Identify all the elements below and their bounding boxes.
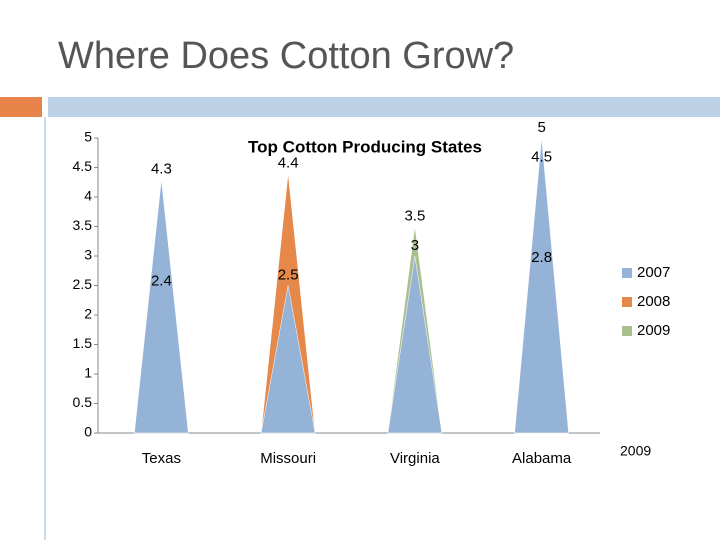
y-tick-label: 1.5 <box>73 335 93 351</box>
y-tick-label: 3.5 <box>73 217 93 233</box>
data-label: 2.4 <box>151 272 172 289</box>
data-label: 4.3 <box>151 160 172 177</box>
data-label: 2.5 <box>278 266 299 283</box>
slide-title: Where Does Cotton Grow? <box>58 35 514 77</box>
data-label: 4.4 <box>278 154 299 171</box>
data-label: 3.5 <box>404 207 425 224</box>
y-tick-label: 4 <box>84 188 92 204</box>
y-tick-label: 2.5 <box>73 276 93 292</box>
data-label: 2.8 <box>531 249 552 266</box>
legend-label: 2009 <box>637 322 670 339</box>
cone <box>260 285 316 434</box>
y-tick-label: 3 <box>84 247 92 263</box>
accent-bar <box>0 97 42 117</box>
cone <box>134 179 189 434</box>
chart-title: Top Cotton Producing States <box>248 137 482 156</box>
cone <box>387 255 443 434</box>
cone <box>514 137 569 434</box>
accent-bar <box>48 97 720 117</box>
x-tick-label: Missouri <box>260 450 316 467</box>
legend-swatch <box>622 326 632 336</box>
legend-label: 2007 <box>637 264 670 281</box>
legend-swatch <box>622 297 632 307</box>
y-tick-label: 1 <box>84 365 92 381</box>
data-label: 3 <box>411 237 419 254</box>
x-tick-label: Alabama <box>512 450 572 467</box>
y-tick-label: 2 <box>84 306 92 322</box>
x-tick-label: Texas <box>142 450 181 467</box>
legend-label: 2008 <box>637 293 670 310</box>
y-tick-label: 4.5 <box>73 158 93 174</box>
y-tick-label: 5 <box>84 129 92 145</box>
x-axis-title: 2009 <box>620 443 651 459</box>
data-label: 5 <box>537 119 545 136</box>
legend-swatch <box>622 268 632 278</box>
y-tick-label: 0.5 <box>73 394 93 410</box>
y-tick-label: 0 <box>84 424 92 440</box>
data-label: 4.5 <box>531 148 552 165</box>
x-tick-label: Virginia <box>390 450 440 467</box>
